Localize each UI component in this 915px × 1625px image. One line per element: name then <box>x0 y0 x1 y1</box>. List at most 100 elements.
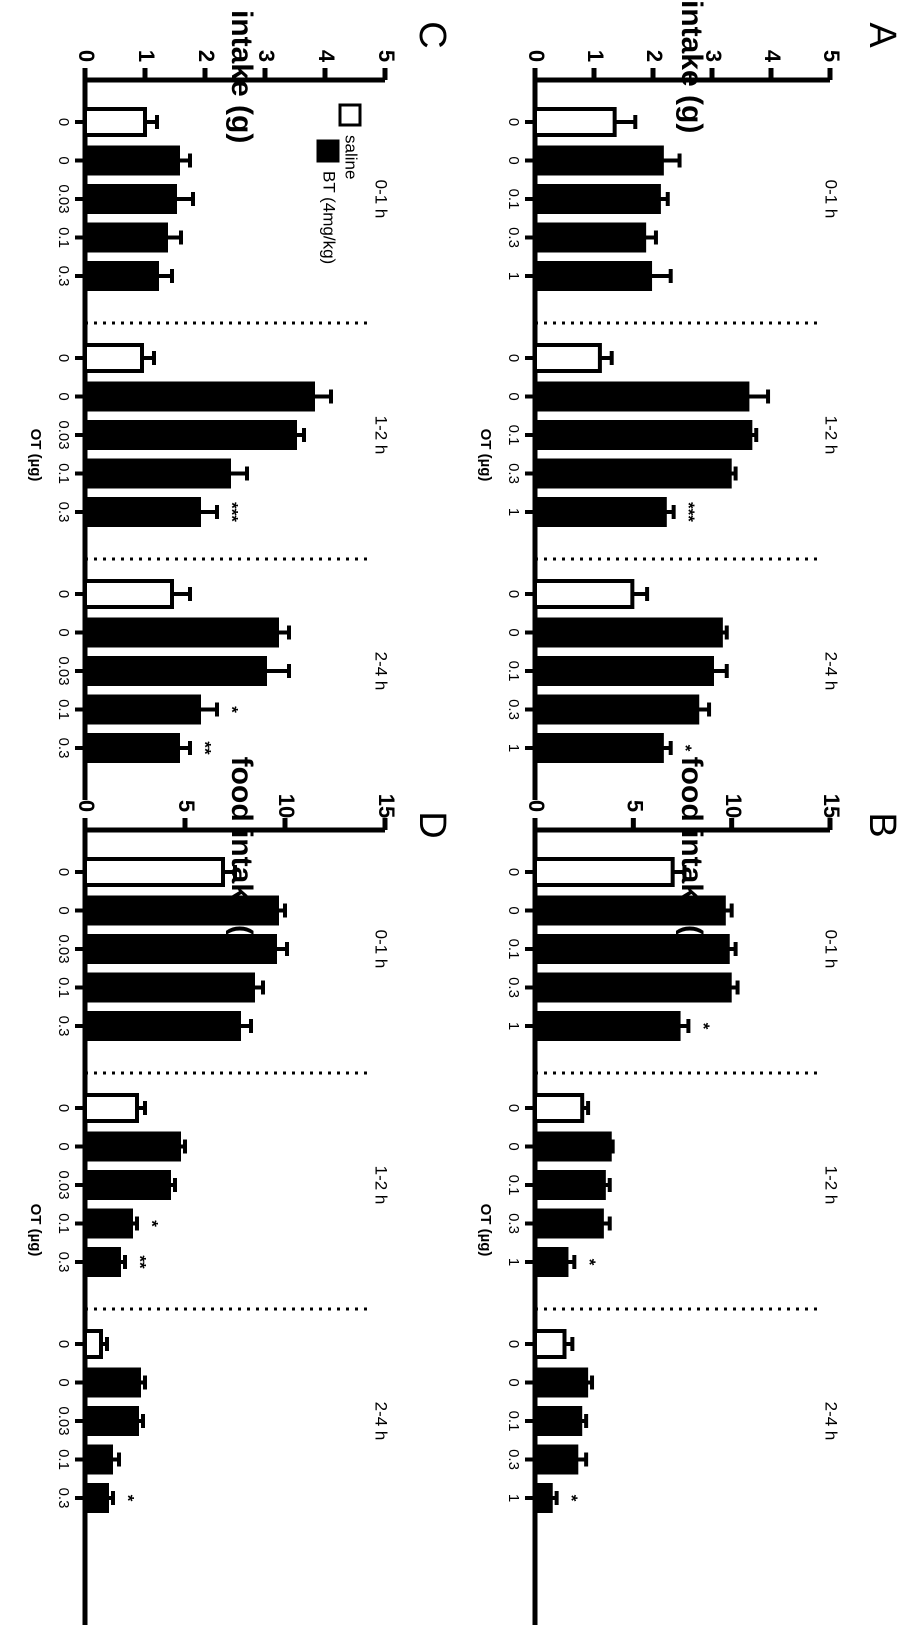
category-tick-label: 0.1 <box>505 1411 522 1432</box>
significance-marker: * <box>223 706 242 713</box>
category-tick-label: 1 <box>505 1022 522 1030</box>
significance-marker: * <box>676 745 695 752</box>
bar-bt <box>533 145 664 176</box>
category-tick-label: 0.03 <box>55 1170 72 1199</box>
bar-bt <box>533 1170 606 1200</box>
category-tick-label: 0 <box>55 628 72 636</box>
category-tick-label: 0.03 <box>55 1406 72 1435</box>
bar-bt <box>533 184 661 214</box>
bar-saline <box>83 1093 139 1123</box>
group-label: 1-2 h <box>822 416 841 455</box>
category-tick-label: 0 <box>505 156 522 164</box>
bar-bt <box>533 420 753 450</box>
chart-panel-d: D 0 5 10 15 food intake (g) 0-1 h 0 0 0.03 0.1 0.3 1… <box>27 757 453 1625</box>
x-axis-label: OT (µg) <box>477 429 494 482</box>
bar-bt <box>533 261 653 291</box>
bar-bt <box>533 381 750 412</box>
group-label: 2-4 h <box>822 652 841 691</box>
value-tick-label: 5 <box>819 50 844 62</box>
group-label: 0-1 h <box>822 930 841 969</box>
category-tick-label: 0 <box>55 392 72 400</box>
panel-letter: B <box>861 812 903 837</box>
category-tick-label: 0.03 <box>55 656 72 685</box>
category-tick-label: 0 <box>505 590 522 598</box>
category-tick-label: 0 <box>505 1378 522 1386</box>
value-tick-label: 2 <box>194 50 219 62</box>
bar-bt <box>83 1131 181 1162</box>
x-axis-label: OT (µg) <box>27 429 44 482</box>
panel-letter: A <box>861 22 903 48</box>
bar-bt <box>533 694 700 725</box>
category-tick-label: 0.03 <box>55 934 72 963</box>
category-tick-label: 0.3 <box>505 1449 522 1470</box>
bar-bt <box>83 261 159 291</box>
bar-saline <box>533 1329 567 1359</box>
value-tick-label: 0 <box>524 50 549 62</box>
category-tick-label: 1 <box>505 744 522 752</box>
bar-bt <box>83 733 180 763</box>
category-tick-label: 0.1 <box>55 1213 72 1234</box>
y-axis-label: food intake (g) <box>225 0 258 143</box>
group-label: 0-1 h <box>372 930 391 969</box>
bar-saline <box>83 343 144 373</box>
value-tick-label: 3 <box>254 50 279 62</box>
panel-letter: D <box>411 811 453 838</box>
category-tick-label: 0 <box>505 392 522 400</box>
bar-bt <box>83 1367 141 1398</box>
bar-bt <box>533 972 732 1003</box>
value-tick-label: 1 <box>583 50 608 62</box>
bar-bt <box>83 934 277 964</box>
bar-bt <box>83 1444 113 1475</box>
category-tick-label: 0.1 <box>505 425 522 446</box>
chart-panel-c: C 0 1 2 3 4 5 food intake (g) 0-1 h 0 0 0.03 0.1 0.3 1… <box>27 0 453 800</box>
value-tick-label: 0 <box>524 800 549 812</box>
category-tick-label: 0.03 <box>55 420 72 449</box>
value-tick-label: 1 <box>134 50 159 62</box>
x-axis-label: OT (µg) <box>27 1204 44 1257</box>
bar-saline <box>533 107 617 137</box>
category-tick-label: 0.1 <box>55 699 72 720</box>
bar-bt <box>533 458 732 489</box>
value-tick-label: 10 <box>721 794 746 818</box>
group-label: 1-2 h <box>372 1166 391 1205</box>
category-tick-label: 0.3 <box>55 1488 72 1509</box>
category-tick-label: 0 <box>55 118 72 126</box>
category-tick-label: 0.3 <box>505 977 522 998</box>
category-tick-label: 0 <box>55 1142 72 1150</box>
y-axis-label: food intake (g) <box>225 757 258 964</box>
bar-bt <box>83 184 177 214</box>
bar-bt <box>533 1131 612 1162</box>
category-tick-label: 0 <box>505 118 522 126</box>
legend-label: saline <box>342 135 361 179</box>
bar-bt <box>533 1406 583 1436</box>
bar-bt <box>533 1444 579 1475</box>
legend-swatch <box>316 139 340 163</box>
value-tick-label: 0 <box>74 50 99 62</box>
bar-bt <box>533 895 726 926</box>
bar-saline <box>533 343 602 373</box>
bar-bt <box>83 222 168 253</box>
category-tick-label: 0.3 <box>55 1016 72 1037</box>
category-tick-label: 0 <box>55 1340 72 1348</box>
bar-saline <box>83 579 174 609</box>
significance-marker: ** <box>196 741 215 755</box>
bar-saline <box>533 1093 585 1123</box>
category-tick-label: 0 <box>505 628 522 636</box>
category-tick-label: 0.1 <box>55 1449 72 1470</box>
x-axis-label: OT (µg) <box>477 1204 494 1257</box>
category-tick-label: 0 <box>505 1104 522 1112</box>
category-tick-label: 0 <box>55 156 72 164</box>
category-tick-label: 0.3 <box>55 502 72 523</box>
significance-marker: *** <box>679 502 698 522</box>
value-tick-label: 4 <box>314 50 339 63</box>
category-tick-label: 0 <box>55 354 72 362</box>
value-tick-label: 5 <box>623 800 648 812</box>
value-tick-label: 10 <box>274 794 299 818</box>
category-tick-label: 0.3 <box>505 227 522 248</box>
bar-bt <box>533 656 714 686</box>
legend-swatch <box>338 103 362 127</box>
value-tick-label: 3 <box>701 50 726 62</box>
category-tick-label: 0.3 <box>55 738 72 759</box>
